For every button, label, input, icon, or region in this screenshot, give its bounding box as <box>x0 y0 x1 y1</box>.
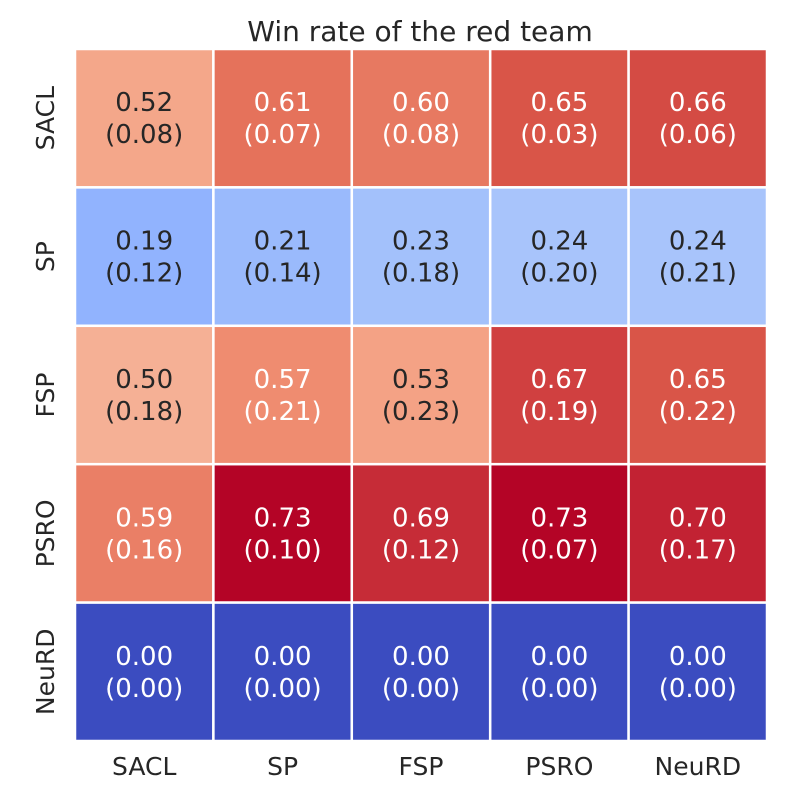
heatmap-cell <box>627 186 769 328</box>
cell-value-label: 0.65 <box>669 365 727 395</box>
cell-std-label: (0.08) <box>105 120 183 150</box>
cell-std-label: (0.21) <box>659 259 737 289</box>
cell-value-label: 0.24 <box>669 227 727 257</box>
cell-value-label: 0.50 <box>115 365 173 395</box>
cell-value-label: 0.60 <box>392 88 450 118</box>
cell-std-label: (0.23) <box>382 397 460 427</box>
cell-value-label: 0.00 <box>669 642 727 672</box>
cell-std-label: (0.03) <box>520 120 598 150</box>
cell-std-label: (0.07) <box>520 535 598 565</box>
cell-std-label: (0.22) <box>659 397 737 427</box>
cell-std-label: (0.10) <box>244 535 322 565</box>
cell-std-label: (0.12) <box>105 259 183 289</box>
cell-std-label: (0.00) <box>520 674 598 704</box>
y-tick-label: NeuRD <box>31 629 60 716</box>
cell-value-label: 0.00 <box>254 642 312 672</box>
cell-value-label: 0.53 <box>392 365 450 395</box>
cell-value-label: 0.23 <box>392 227 450 257</box>
heatmap-cell <box>73 186 215 328</box>
cell-std-label: (0.08) <box>382 120 460 150</box>
cell-std-label: (0.00) <box>382 674 460 704</box>
heatmap-cell <box>488 462 630 604</box>
y-tick-label: SACL <box>31 86 60 150</box>
heatmap-cell <box>73 47 215 189</box>
x-tick-label: PSRO <box>525 752 593 781</box>
heatmap-cell <box>212 47 354 189</box>
heatmap-cell <box>350 186 492 328</box>
cell-std-label: (0.18) <box>382 259 460 289</box>
cell-std-label: (0.20) <box>520 259 598 289</box>
heatmap-cell <box>350 601 492 743</box>
cell-std-label: (0.07) <box>244 120 322 150</box>
heatmap-cells: 0.52(0.08)0.61(0.07)0.60(0.08)0.65(0.03)… <box>73 47 769 743</box>
x-tick-label: FSP <box>399 752 444 781</box>
x-tick-labels: SACL SP FSP PSRO NeuRD <box>112 752 741 781</box>
y-tick-labels: SACL SP FSP PSRO NeuRD <box>31 86 60 715</box>
heatmap-cell <box>488 601 630 743</box>
cell-value-label: 0.66 <box>669 88 727 118</box>
cell-value-label: 0.67 <box>530 365 588 395</box>
chart-title: Win rate of the red team <box>247 15 592 48</box>
heatmap-cell <box>212 462 354 604</box>
cell-value-label: 0.73 <box>254 503 312 533</box>
cell-value-label: 0.73 <box>530 503 588 533</box>
heatmap-cell <box>73 324 215 466</box>
heatmap-cell <box>488 324 630 466</box>
cell-value-label: 0.59 <box>115 503 173 533</box>
y-tick-label: PSRO <box>31 499 60 567</box>
cell-std-label: (0.19) <box>520 397 598 427</box>
cell-value-label: 0.19 <box>115 227 173 257</box>
cell-std-label: (0.14) <box>244 259 322 289</box>
x-tick-label: SACL <box>112 752 176 781</box>
cell-value-label: 0.65 <box>530 88 588 118</box>
heatmap-cell <box>73 601 215 743</box>
cell-value-label: 0.00 <box>392 642 450 672</box>
heatmap-cell <box>350 47 492 189</box>
cell-std-label: (0.06) <box>659 120 737 150</box>
heatmap-cell <box>627 324 769 466</box>
cell-std-label: (0.00) <box>244 674 322 704</box>
heatmap-cell <box>212 601 354 743</box>
cell-value-label: 0.00 <box>530 642 588 672</box>
cell-std-label: (0.16) <box>105 535 183 565</box>
x-tick-label: NeuRD <box>655 752 742 781</box>
cell-std-label: (0.17) <box>659 535 737 565</box>
cell-std-label: (0.12) <box>382 535 460 565</box>
cell-std-label: (0.00) <box>105 674 183 704</box>
heatmap-cell <box>212 324 354 466</box>
x-tick-label: SP <box>267 752 298 781</box>
cell-std-label: (0.00) <box>659 674 737 704</box>
cell-std-label: (0.21) <box>244 397 322 427</box>
cell-value-label: 0.70 <box>669 503 727 533</box>
cell-value-label: 0.24 <box>530 227 588 257</box>
y-tick-label: FSP <box>31 373 60 418</box>
heatmap-cell <box>627 601 769 743</box>
cell-value-label: 0.57 <box>254 365 312 395</box>
y-tick-label: SP <box>31 241 60 272</box>
cell-value-label: 0.61 <box>254 88 312 118</box>
cell-value-label: 0.69 <box>392 503 450 533</box>
cell-value-label: 0.00 <box>115 642 173 672</box>
cell-std-label: (0.18) <box>105 397 183 427</box>
cell-value-label: 0.21 <box>254 227 312 257</box>
cell-value-label: 0.52 <box>115 88 173 118</box>
heatmap-cell <box>350 324 492 466</box>
